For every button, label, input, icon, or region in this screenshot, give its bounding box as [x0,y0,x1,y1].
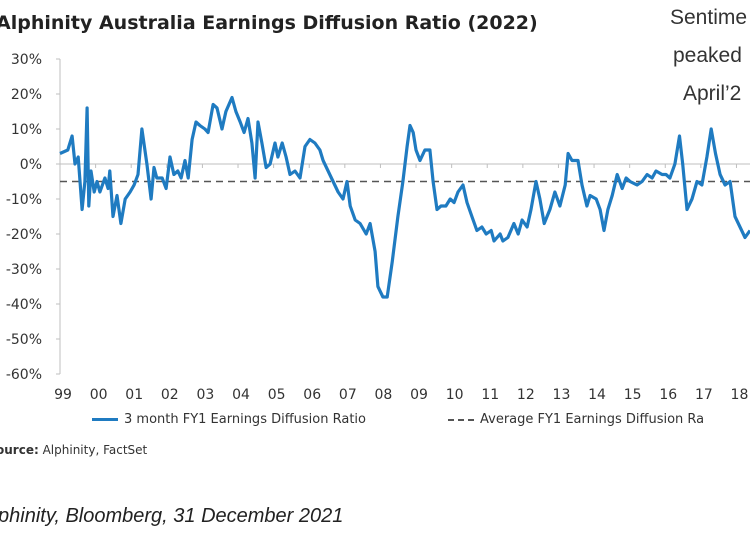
x-tick-label: 02 [161,387,179,403]
y-tick-label: -50% [6,332,42,348]
x-tick-label: 04 [232,387,250,403]
x-tick-label: 03 [197,387,215,403]
annotation-line-2: peaked [673,44,742,67]
x-tick-label: 99 [54,387,72,403]
footer-citation: phinity, Bloomberg, 31 December 2021 [0,505,344,527]
x-tick-label: 00 [90,387,108,403]
x-tick-label: 05 [268,387,286,403]
legend-swatch-dashed [448,418,474,421]
x-tick-label: 17 [695,387,713,403]
legend-item-series: 3 month FY1 Earnings Diffusion Ratio [92,412,366,427]
annotation-line-1: Sentime [670,6,748,29]
y-tick-label: 20% [11,87,42,103]
x-tick-label: 18 [731,387,749,403]
y-tick-label: 10% [11,122,42,138]
x-tick-label: 01 [125,387,143,403]
y-tick-label: 0% [20,157,42,173]
y-tick-label: -40% [6,297,42,313]
diffusion-ratio-line [59,95,750,299]
y-tick-label: -60% [6,367,42,383]
legend-label-series: 3 month FY1 Earnings Diffusion Ratio [124,412,366,427]
y-tick-label: -30% [6,262,42,278]
y-tick-label: 30% [11,52,42,68]
legend-label-average: Average FY1 Earnings Diffusion Ra [480,412,705,427]
source-label: ource: [0,443,39,457]
x-tick-label: 06 [303,387,321,403]
x-tick-label: 14 [588,387,606,403]
x-tick-label: 09 [410,387,428,403]
source-note: ource: Alphinity, FactSet [0,443,147,457]
x-tick-label: 07 [339,387,357,403]
x-tick-label: 10 [446,387,464,403]
x-tick-label: 08 [375,387,393,403]
y-tick-label: -20% [6,227,42,243]
x-tick-label: 15 [624,387,642,403]
x-tick-label: 12 [517,387,535,403]
legend-item-average: Average FY1 Earnings Diffusion Ra [448,412,704,427]
x-tick-label: 13 [553,387,571,403]
y-tick-label: -10% [6,192,42,208]
x-tick-label: 16 [659,387,677,403]
x-tick-label: 11 [481,387,499,403]
legend-swatch-solid [92,418,118,421]
annotation-line-3: April’2 [683,82,742,105]
source-text: Alphinity, FactSet [42,443,148,457]
chart-title: Alphinity Australia Earnings Diffusion R… [0,12,538,34]
